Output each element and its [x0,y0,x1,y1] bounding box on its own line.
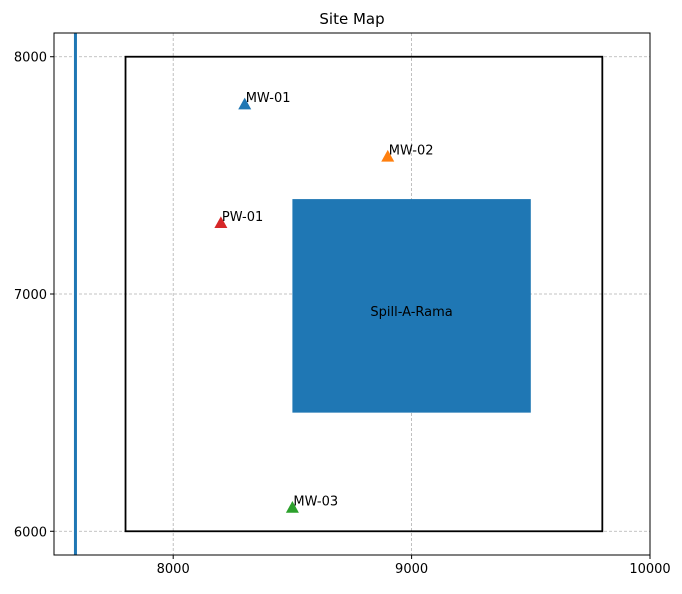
chart-title: Site Map [319,10,384,28]
spill-area-label: Spill-A-Rama [370,305,452,320]
y-tick-label: 7000 [14,288,47,303]
y-tick-label: 8000 [14,51,47,66]
well-label-mw-02: MW-02 [389,143,434,158]
well-marker-mw-02 [381,149,395,162]
y-tick-label: 6000 [14,525,47,540]
x-tick-label: 10000 [629,562,670,577]
well-marker-pw-01 [214,216,228,229]
well-label-mw-01: MW-01 [246,91,291,106]
well-marker-mw-03 [285,501,299,513]
well-label-pw-01: PW-01 [222,210,263,225]
well-marker-mw-01 [238,97,252,110]
x-tick-label: 8000 [157,562,190,577]
well-label-mw-03: MW-03 [293,495,338,510]
x-tick-label: 9000 [395,562,428,577]
site-boundary [124,55,604,533]
spill-area [292,199,531,413]
